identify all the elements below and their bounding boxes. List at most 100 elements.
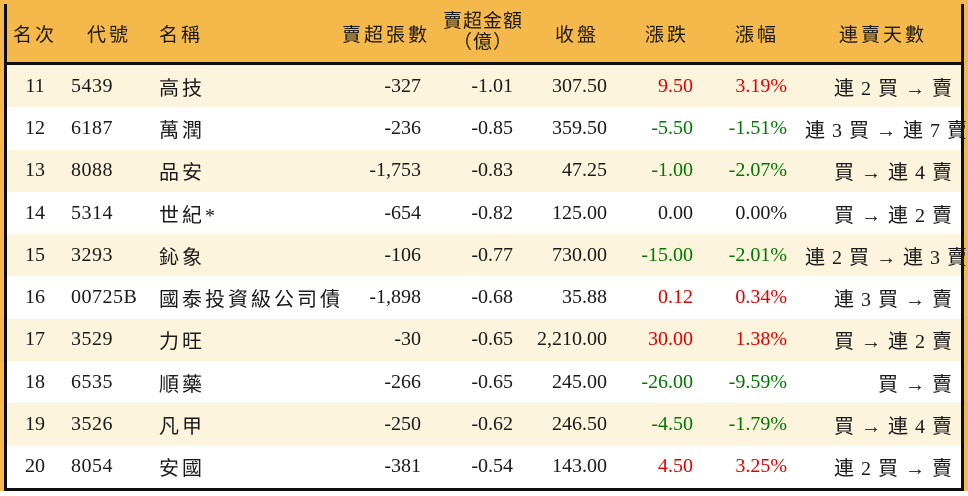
cell-close: 359.50 bbox=[552, 116, 607, 139]
cell-amt: -0.85 bbox=[471, 116, 513, 139]
header-rank: 名次 bbox=[12, 24, 57, 46]
cell-streak: 連 3 買 → 賣 bbox=[834, 289, 953, 312]
cell-close: 2,210.00 bbox=[537, 328, 607, 351]
cell-rank: 17 bbox=[25, 328, 45, 351]
cell-amt: -0.54 bbox=[471, 455, 513, 478]
cell-rank: 18 bbox=[25, 370, 45, 393]
table-body: 11 5439 高技 -327 -1.01 307.50 9.50 3.19% 連 2 買 → … bbox=[7, 65, 967, 488]
cell-pct: 0.00% bbox=[735, 201, 787, 224]
cell-pct: -2.01% bbox=[728, 243, 787, 266]
cell-rank: 14 bbox=[25, 201, 45, 224]
cell-streak: 連 3 買 → 連 7 賣 bbox=[805, 119, 968, 142]
header-change-pct: 漲幅 bbox=[734, 24, 779, 46]
cell-streak: 連 2 買 → 賣 bbox=[834, 77, 953, 100]
header-code: 代號 bbox=[86, 24, 131, 46]
cell-streak: 連 2 買 → 賣 bbox=[834, 458, 953, 481]
cell-chg: -26.00 bbox=[641, 370, 693, 393]
cell-code: 6535 bbox=[71, 370, 113, 393]
cell-code: 6187 bbox=[71, 116, 113, 139]
table-row: 17 3529 力旺 -30 -0.65 2,210.00 30.00 1.38% 買 → 連 … bbox=[7, 318, 961, 362]
table-row: 20 8054 安國 -381 -0.54 143.00 4.50 3.25% 連 2 買 → … bbox=[7, 445, 961, 488]
cell-chg: 9.50 bbox=[658, 74, 693, 97]
cell-chg: 4.50 bbox=[658, 455, 693, 478]
table-row: 11 5439 高技 -327 -1.01 307.50 9.50 3.19% 連 2 買 → … bbox=[7, 65, 961, 108]
cell-name: 安國 bbox=[159, 458, 205, 481]
cell-pct: 0.34% bbox=[735, 286, 787, 309]
header-streak: 連賣天數 bbox=[838, 24, 927, 46]
cell-amt: -0.62 bbox=[471, 413, 513, 436]
cell-name: 力旺 bbox=[159, 331, 205, 354]
cell-name: 高技 bbox=[159, 77, 205, 100]
cell-close: 246.50 bbox=[552, 413, 607, 436]
cell-vol: -266 bbox=[384, 370, 421, 393]
cell-code: 00725B bbox=[71, 286, 138, 309]
cell-pct: -1.79% bbox=[728, 413, 787, 436]
cell-close: 143.00 bbox=[552, 455, 607, 478]
cell-chg: 30.00 bbox=[648, 328, 693, 351]
cell-chg: 0.00 bbox=[658, 201, 693, 224]
table-row: 16 00725B 國泰投資級公司債 -1,898 -0.68 35.88 0.12 0.34… bbox=[7, 276, 961, 319]
cell-amt: -0.65 bbox=[471, 370, 513, 393]
cell-vol: -250 bbox=[384, 413, 421, 436]
cell-rank: 20 bbox=[25, 455, 45, 478]
cell-amt: -0.82 bbox=[471, 201, 513, 224]
cell-amt: -0.83 bbox=[471, 159, 513, 182]
cell-amt: -0.68 bbox=[471, 286, 513, 309]
table-row: 13 8088 品安 -1,753 -0.83 47.25 -1.00 -2.07% 買 → 連… bbox=[7, 149, 961, 192]
cell-code: 5439 bbox=[71, 74, 113, 97]
cell-chg: -15.00 bbox=[641, 243, 693, 266]
cell-rank: 19 bbox=[25, 413, 45, 436]
cell-pct: 3.19% bbox=[735, 74, 787, 97]
cell-streak: 連 2 買 → 連 3 賣 bbox=[805, 246, 968, 269]
cell-vol: -106 bbox=[384, 243, 421, 266]
cell-close: 730.00 bbox=[552, 243, 607, 266]
cell-pct: -9.59% bbox=[728, 370, 787, 393]
table-row: 15 3293 鈊象 -106 -0.77 730.00 -15.00 -2.01% 連 2 買… bbox=[7, 234, 967, 277]
cell-close: 35.88 bbox=[562, 286, 607, 309]
table-frame: 名次 代號 名稱 賣超張數 賣超金額 （億） 收盤 漲跌 漲幅 連賣天數 11 5… bbox=[4, 4, 967, 491]
cell-vol: -30 bbox=[394, 328, 421, 351]
cell-streak: 買 → 賣 bbox=[878, 373, 953, 396]
cell-rank: 15 bbox=[25, 243, 45, 266]
cell-code: 5314 bbox=[71, 201, 113, 224]
cell-amt: -1.01 bbox=[471, 74, 513, 97]
header-sell-amount-line2: （億） bbox=[452, 32, 513, 53]
cell-vol: -1,753 bbox=[369, 159, 421, 182]
cell-vol: -236 bbox=[384, 116, 421, 139]
cell-chg: -5.50 bbox=[651, 116, 693, 139]
header-sell-amount: 賣超金額 （億） bbox=[437, 4, 529, 62]
cell-close: 47.25 bbox=[562, 159, 607, 182]
cell-vol: -1,898 bbox=[369, 286, 421, 309]
cell-chg: -1.00 bbox=[651, 159, 693, 182]
cell-close: 125.00 bbox=[552, 201, 607, 224]
cell-code: 8088 bbox=[71, 159, 113, 182]
cell-name: 萬潤 bbox=[159, 119, 205, 142]
cell-name: 國泰投資級公司債 bbox=[159, 289, 343, 312]
cell-vol: -654 bbox=[384, 201, 421, 224]
cell-name: 鈊象 bbox=[159, 246, 205, 269]
cell-code: 3293 bbox=[71, 243, 113, 266]
cell-code: 3529 bbox=[71, 328, 113, 351]
cell-name: 品安 bbox=[159, 162, 205, 185]
cell-chg: -4.50 bbox=[651, 413, 693, 436]
cell-pct: 1.38% bbox=[735, 328, 787, 351]
cell-rank: 12 bbox=[25, 116, 45, 139]
header-sell-amount-line1: 賣超金額 bbox=[442, 11, 523, 33]
table-row: 14 5314 世紀* -654 -0.82 125.00 0.00 0.00% 買 → 連 2… bbox=[7, 191, 961, 235]
cell-amt: -0.77 bbox=[471, 243, 513, 266]
cell-rank: 13 bbox=[25, 159, 45, 182]
cell-name: 凡甲 bbox=[159, 416, 205, 439]
cell-vol: -327 bbox=[384, 74, 421, 97]
cell-pct: 3.25% bbox=[735, 455, 787, 478]
cell-vol: -381 bbox=[384, 455, 421, 478]
cell-streak: 買 → 連 4 賣 bbox=[834, 416, 953, 439]
cell-name: 世紀* bbox=[159, 204, 218, 227]
cell-pct: -1.51% bbox=[728, 116, 787, 139]
cell-name: 順藥 bbox=[159, 373, 205, 396]
header-change: 漲跌 bbox=[644, 24, 689, 46]
cell-streak: 買 → 連 4 賣 bbox=[834, 162, 953, 185]
cell-code: 8054 bbox=[71, 455, 113, 478]
cell-pct: -2.07% bbox=[728, 159, 787, 182]
cell-amt: -0.65 bbox=[471, 328, 513, 351]
